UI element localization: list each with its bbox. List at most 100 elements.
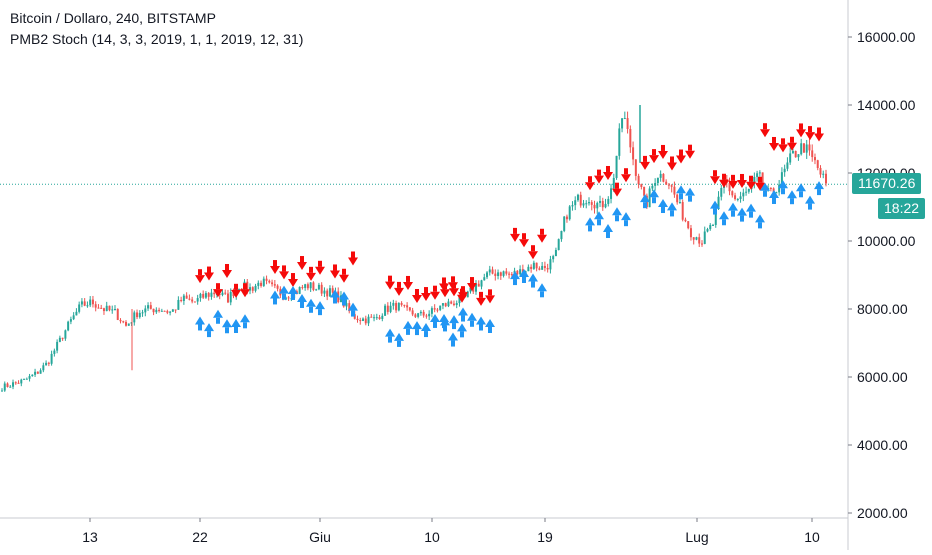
candle-body: [632, 147, 635, 160]
sell-arrow-stem: [333, 264, 337, 271]
candle-body: [213, 292, 216, 295]
sell-arrow-stem: [351, 251, 355, 258]
buy-arrow: [640, 194, 650, 203]
candle-body: [786, 162, 789, 169]
sell-arrow-stem: [234, 283, 238, 290]
sell-arrow-stem: [597, 169, 601, 176]
candle-body: [659, 173, 662, 178]
candle-body: [75, 311, 78, 316]
candle-body: [254, 285, 257, 291]
candle-body: [271, 282, 274, 285]
sell-arrow: [760, 129, 770, 138]
candle-body: [607, 198, 610, 204]
sell-arrow-stem: [522, 233, 526, 240]
candle-body: [452, 303, 455, 306]
bar-countdown-tag: 18:22: [878, 198, 926, 219]
sell-arrow: [755, 182, 765, 191]
candle-body: [662, 173, 665, 182]
buy-arrow-stem: [488, 326, 492, 333]
candle-body: [554, 250, 557, 257]
sell-arrow: [330, 270, 340, 279]
candle-body: [119, 319, 122, 322]
candle-body: [700, 243, 703, 245]
buy-arrow-stem: [688, 195, 692, 202]
buy-arrow: [667, 202, 677, 211]
sell-arrow: [240, 289, 250, 298]
buy-arrow: [621, 212, 631, 221]
candle-body: [188, 298, 191, 300]
x-tick-label: Giu: [309, 529, 331, 545]
candle-body: [31, 374, 34, 377]
y-tick-label: 4000.00: [857, 437, 908, 453]
sell-arrow-stem: [763, 123, 767, 130]
buy-arrow: [685, 187, 695, 196]
candle-body: [191, 299, 194, 302]
buy-arrow-stem: [451, 340, 455, 347]
buy-arrow-stem: [606, 232, 610, 239]
buy-arrow-stem: [749, 211, 753, 218]
candle-body: [317, 284, 320, 290]
candle-body: [20, 379, 23, 384]
buy-arrow-stem: [443, 325, 447, 332]
candle-body: [364, 318, 367, 324]
candle-body: [458, 295, 461, 304]
sell-arrow: [412, 294, 422, 303]
candle-body: [141, 312, 144, 314]
candle-body: [698, 237, 701, 244]
candle-body: [323, 290, 326, 294]
candle-body: [643, 186, 646, 196]
buy-arrow: [519, 268, 529, 277]
sell-arrow-stem: [588, 176, 592, 183]
candle-body: [670, 185, 673, 187]
candle-body: [100, 307, 103, 309]
sell-arrow-stem: [433, 285, 437, 292]
candle-body: [610, 188, 613, 199]
candle-body: [560, 230, 563, 240]
sell-arrow: [685, 150, 695, 159]
candle-body: [86, 305, 89, 307]
indicator-label[interactable]: PMB2 Stoch (14, 3, 3, 2019, 1, 1, 2019, …: [10, 31, 304, 47]
buy-arrow-stem: [740, 215, 744, 222]
buy-arrow: [385, 328, 395, 337]
buy-arrow: [787, 190, 797, 199]
buy-arrow-stem: [234, 326, 238, 333]
sell-arrow-stem: [643, 155, 647, 162]
candle-body: [530, 266, 533, 269]
x-tick-label: 19: [537, 529, 553, 545]
buy-arrow: [755, 214, 765, 223]
candle-body: [654, 182, 657, 186]
buy-arrow: [270, 290, 280, 299]
candle-body: [422, 311, 425, 316]
sell-arrow: [676, 155, 686, 164]
candle-body: [257, 282, 260, 286]
candle-body: [640, 184, 643, 187]
candle-body: [811, 150, 814, 158]
symbol-title[interactable]: Bitcoin / Dollaro, 240, BITSTAMP: [10, 10, 216, 26]
candle-body: [621, 118, 624, 129]
sell-arrow: [787, 142, 797, 151]
candle-body: [202, 293, 205, 298]
candle-body: [408, 307, 411, 311]
buy-arrow: [612, 207, 622, 216]
candle-body: [127, 323, 130, 326]
sell-arrow: [430, 291, 440, 300]
candle-body: [822, 173, 825, 175]
candle-body: [102, 308, 105, 312]
candle-body: [1, 390, 3, 392]
candle-body: [475, 283, 478, 292]
candle-body: [634, 159, 637, 176]
candle-body: [174, 309, 177, 311]
candle-body: [249, 287, 252, 291]
sell-arrow-stem: [479, 291, 483, 298]
candle-body: [441, 303, 444, 306]
candle-body: [466, 291, 469, 298]
sell-arrow: [485, 295, 495, 304]
buy-arrow-stem: [781, 188, 785, 195]
candle-body: [395, 302, 398, 311]
candle-body: [375, 317, 378, 319]
candle-body: [546, 267, 549, 270]
x-tick-label: 10: [424, 529, 440, 545]
sell-arrow-stem: [781, 138, 785, 145]
